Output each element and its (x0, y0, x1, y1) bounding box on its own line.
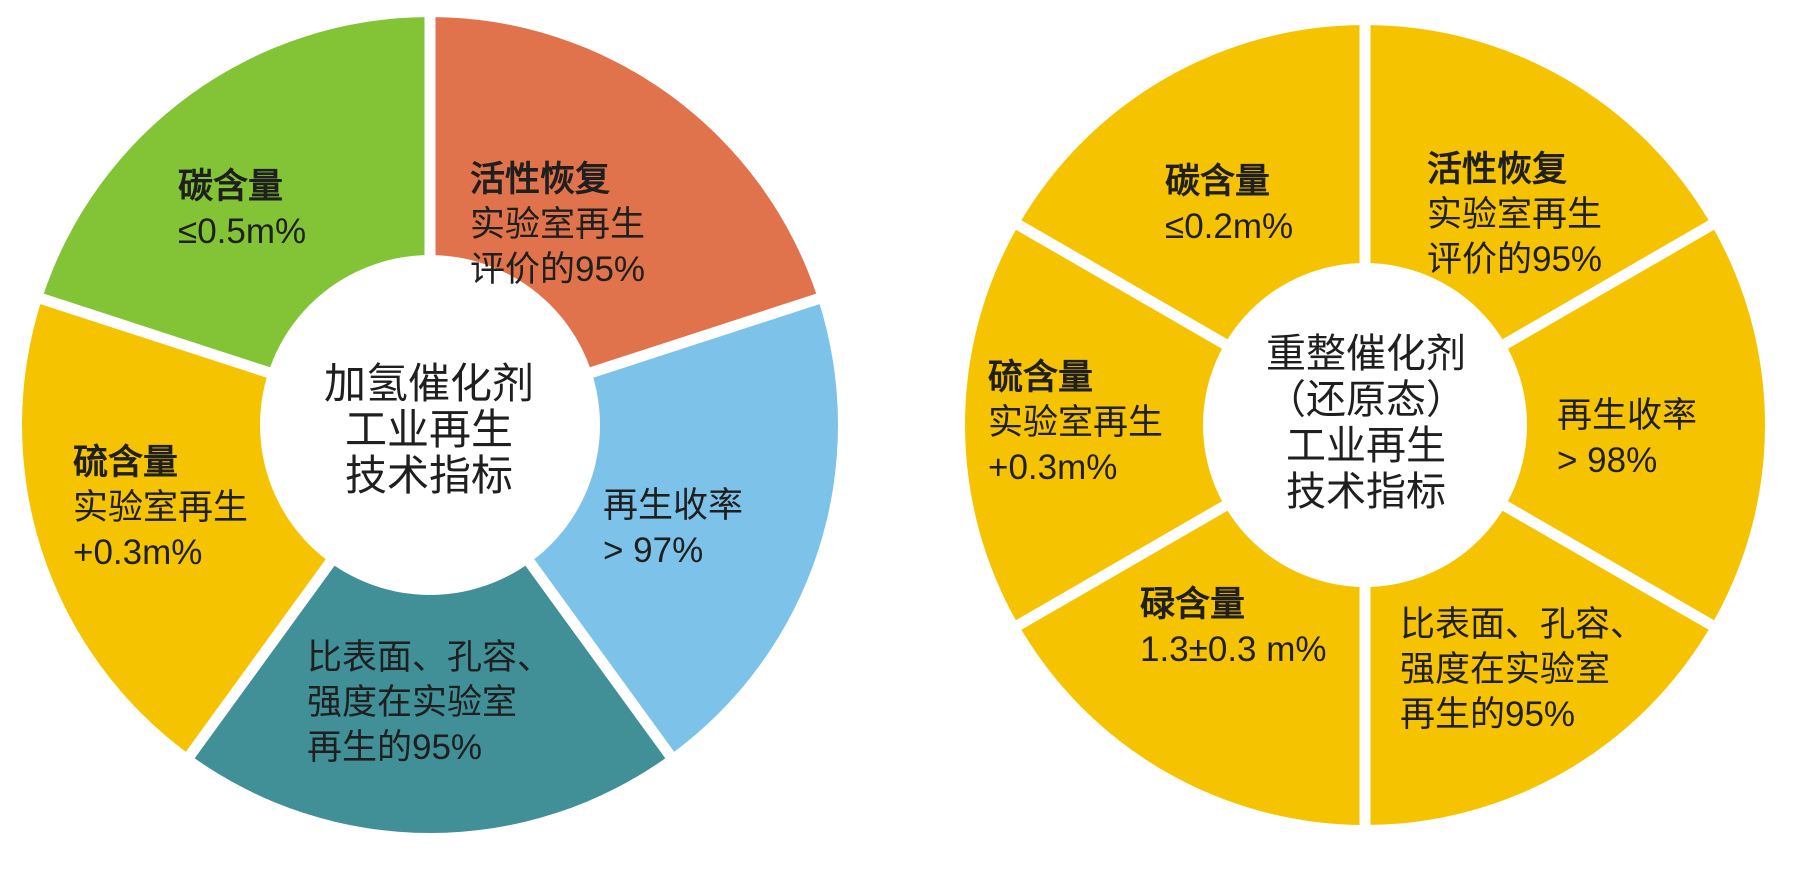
surface-pore-strength-label-line: 比表面、孔容、 (1400, 605, 1646, 644)
activity-recovery-label-line: 实验室再生 (1427, 195, 1603, 234)
carbon-content-label: 碳含量 ≤0.5m% (178, 164, 306, 254)
hydrotreating-catalyst-center-circle (260, 255, 600, 595)
surface-pore-strength-label-line: 强度在实验室 (307, 683, 518, 722)
surface-pore-strength-label: 比表面、孔容、 强度在实验室 再生的95% (307, 635, 552, 770)
hydrotreating-catalyst-center-title-line: 加氢催化剂 (323, 360, 535, 407)
reforming-catalyst-center-circle (1203, 263, 1527, 587)
chlorine-content-label: 碌含量 1.3±0.3 m% (1140, 582, 1327, 672)
sulfur-content-label-title: 硫含量 (73, 443, 179, 482)
surface-pore-strength-label: 比表面、孔容、 强度在实验室 再生的95% (1400, 602, 1645, 737)
surface-pore-strength-label-line: 再生的95% (1400, 695, 1576, 734)
activity-recovery-label: 活性恢复实验室再生评价的95% (1427, 147, 1602, 282)
sulfur-content-label-title: 硫含量 (988, 358, 1094, 397)
chlorine-content-label-title: 碌含量 (1140, 585, 1246, 624)
sulfur-content-label-line: 实验室再生 (988, 403, 1164, 442)
regeneration-yield-label-line: > 98% (1557, 441, 1658, 480)
regeneration-yield-label: 再生收率 > 98% (1557, 393, 1697, 483)
hydrotreating-catalyst-donut (22, 9, 838, 834)
carbon-content-label: 碳含量 ≤0.2m% (1165, 159, 1293, 249)
carbon-content-label-line: ≤0.5m% (178, 212, 307, 251)
activity-recovery-label-line: 实验室再生 (470, 205, 646, 244)
sulfur-content-slice (965, 225, 1365, 625)
regeneration-yield-label: 再生收率 > 97% (603, 483, 743, 573)
regeneration-yield-slice (1365, 225, 1765, 625)
surface-pore-strength-slice (190, 425, 670, 834)
sulfur-content-label: 硫含量实验室再生 +0.3m% (988, 355, 1163, 490)
activity-recovery-label-line: 评价的95% (470, 250, 646, 289)
activity-recovery-label: 活性恢复实验室再生评价的95% (470, 157, 645, 292)
reforming-catalyst-donut (965, 17, 1765, 833)
sulfur-content-label-line: +0.3m% (73, 533, 203, 572)
carbon-content-label-title: 碳含量 (1165, 162, 1271, 201)
reforming-catalyst-center-title-line: 技术指标 (1286, 470, 1446, 514)
surface-pore-strength-label-line: 再生的95% (307, 728, 483, 767)
sulfur-content-label: 硫含量实验室再生 +0.3m% (73, 440, 248, 575)
regeneration-yield-label-line: 再生收率 (603, 486, 744, 525)
carbon-content-label-title: 碳含量 (178, 167, 284, 206)
activity-recovery-label-line: 评价的95% (1427, 240, 1603, 279)
reforming-catalyst-center-title-line: 重整催化剂 (1266, 332, 1466, 376)
regeneration-yield-label-line: > 97% (603, 531, 704, 570)
hydrotreating-catalyst-center-title-line: 技术指标 (344, 452, 514, 499)
regeneration-yield-label-line: 再生收率 (1557, 396, 1698, 435)
activity-recovery-label-title: 活性恢复 (470, 160, 611, 199)
surface-pore-strength-label-line: 强度在实验室 (1400, 650, 1611, 689)
reforming-catalyst-center-title-line: （还原态） (1266, 378, 1466, 422)
sulfur-content-label-line: 实验室再生 (73, 488, 249, 527)
hydrotreating-catalyst-center-title-line: 工业再生 (344, 406, 514, 453)
reforming-catalyst-center-title: 重整催化剂 （还原态） 工业再生 技术指标 (1266, 331, 1466, 515)
hydrotreating-catalyst-center-title: 加氢催化剂 工业再生 技术指标 (324, 361, 534, 499)
activity-recovery-label-title: 活性恢复 (1427, 150, 1568, 189)
reforming-catalyst-center-title-line: 工业再生 (1286, 424, 1446, 468)
chlorine-content-label-line: 1.3±0.3 m% (1140, 630, 1327, 669)
sulfur-content-label-line: +0.3m% (988, 448, 1118, 487)
surface-pore-strength-label-line: 比表面、孔容、 (307, 638, 553, 677)
carbon-content-label-line: ≤0.2m% (1165, 207, 1294, 246)
